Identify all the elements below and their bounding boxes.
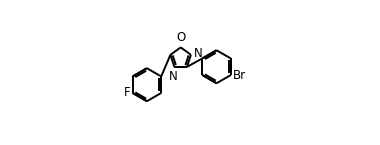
Text: N: N <box>169 70 178 83</box>
Text: N: N <box>194 47 203 60</box>
Text: Br: Br <box>233 69 246 81</box>
Text: F: F <box>124 86 131 99</box>
Text: O: O <box>176 31 185 44</box>
